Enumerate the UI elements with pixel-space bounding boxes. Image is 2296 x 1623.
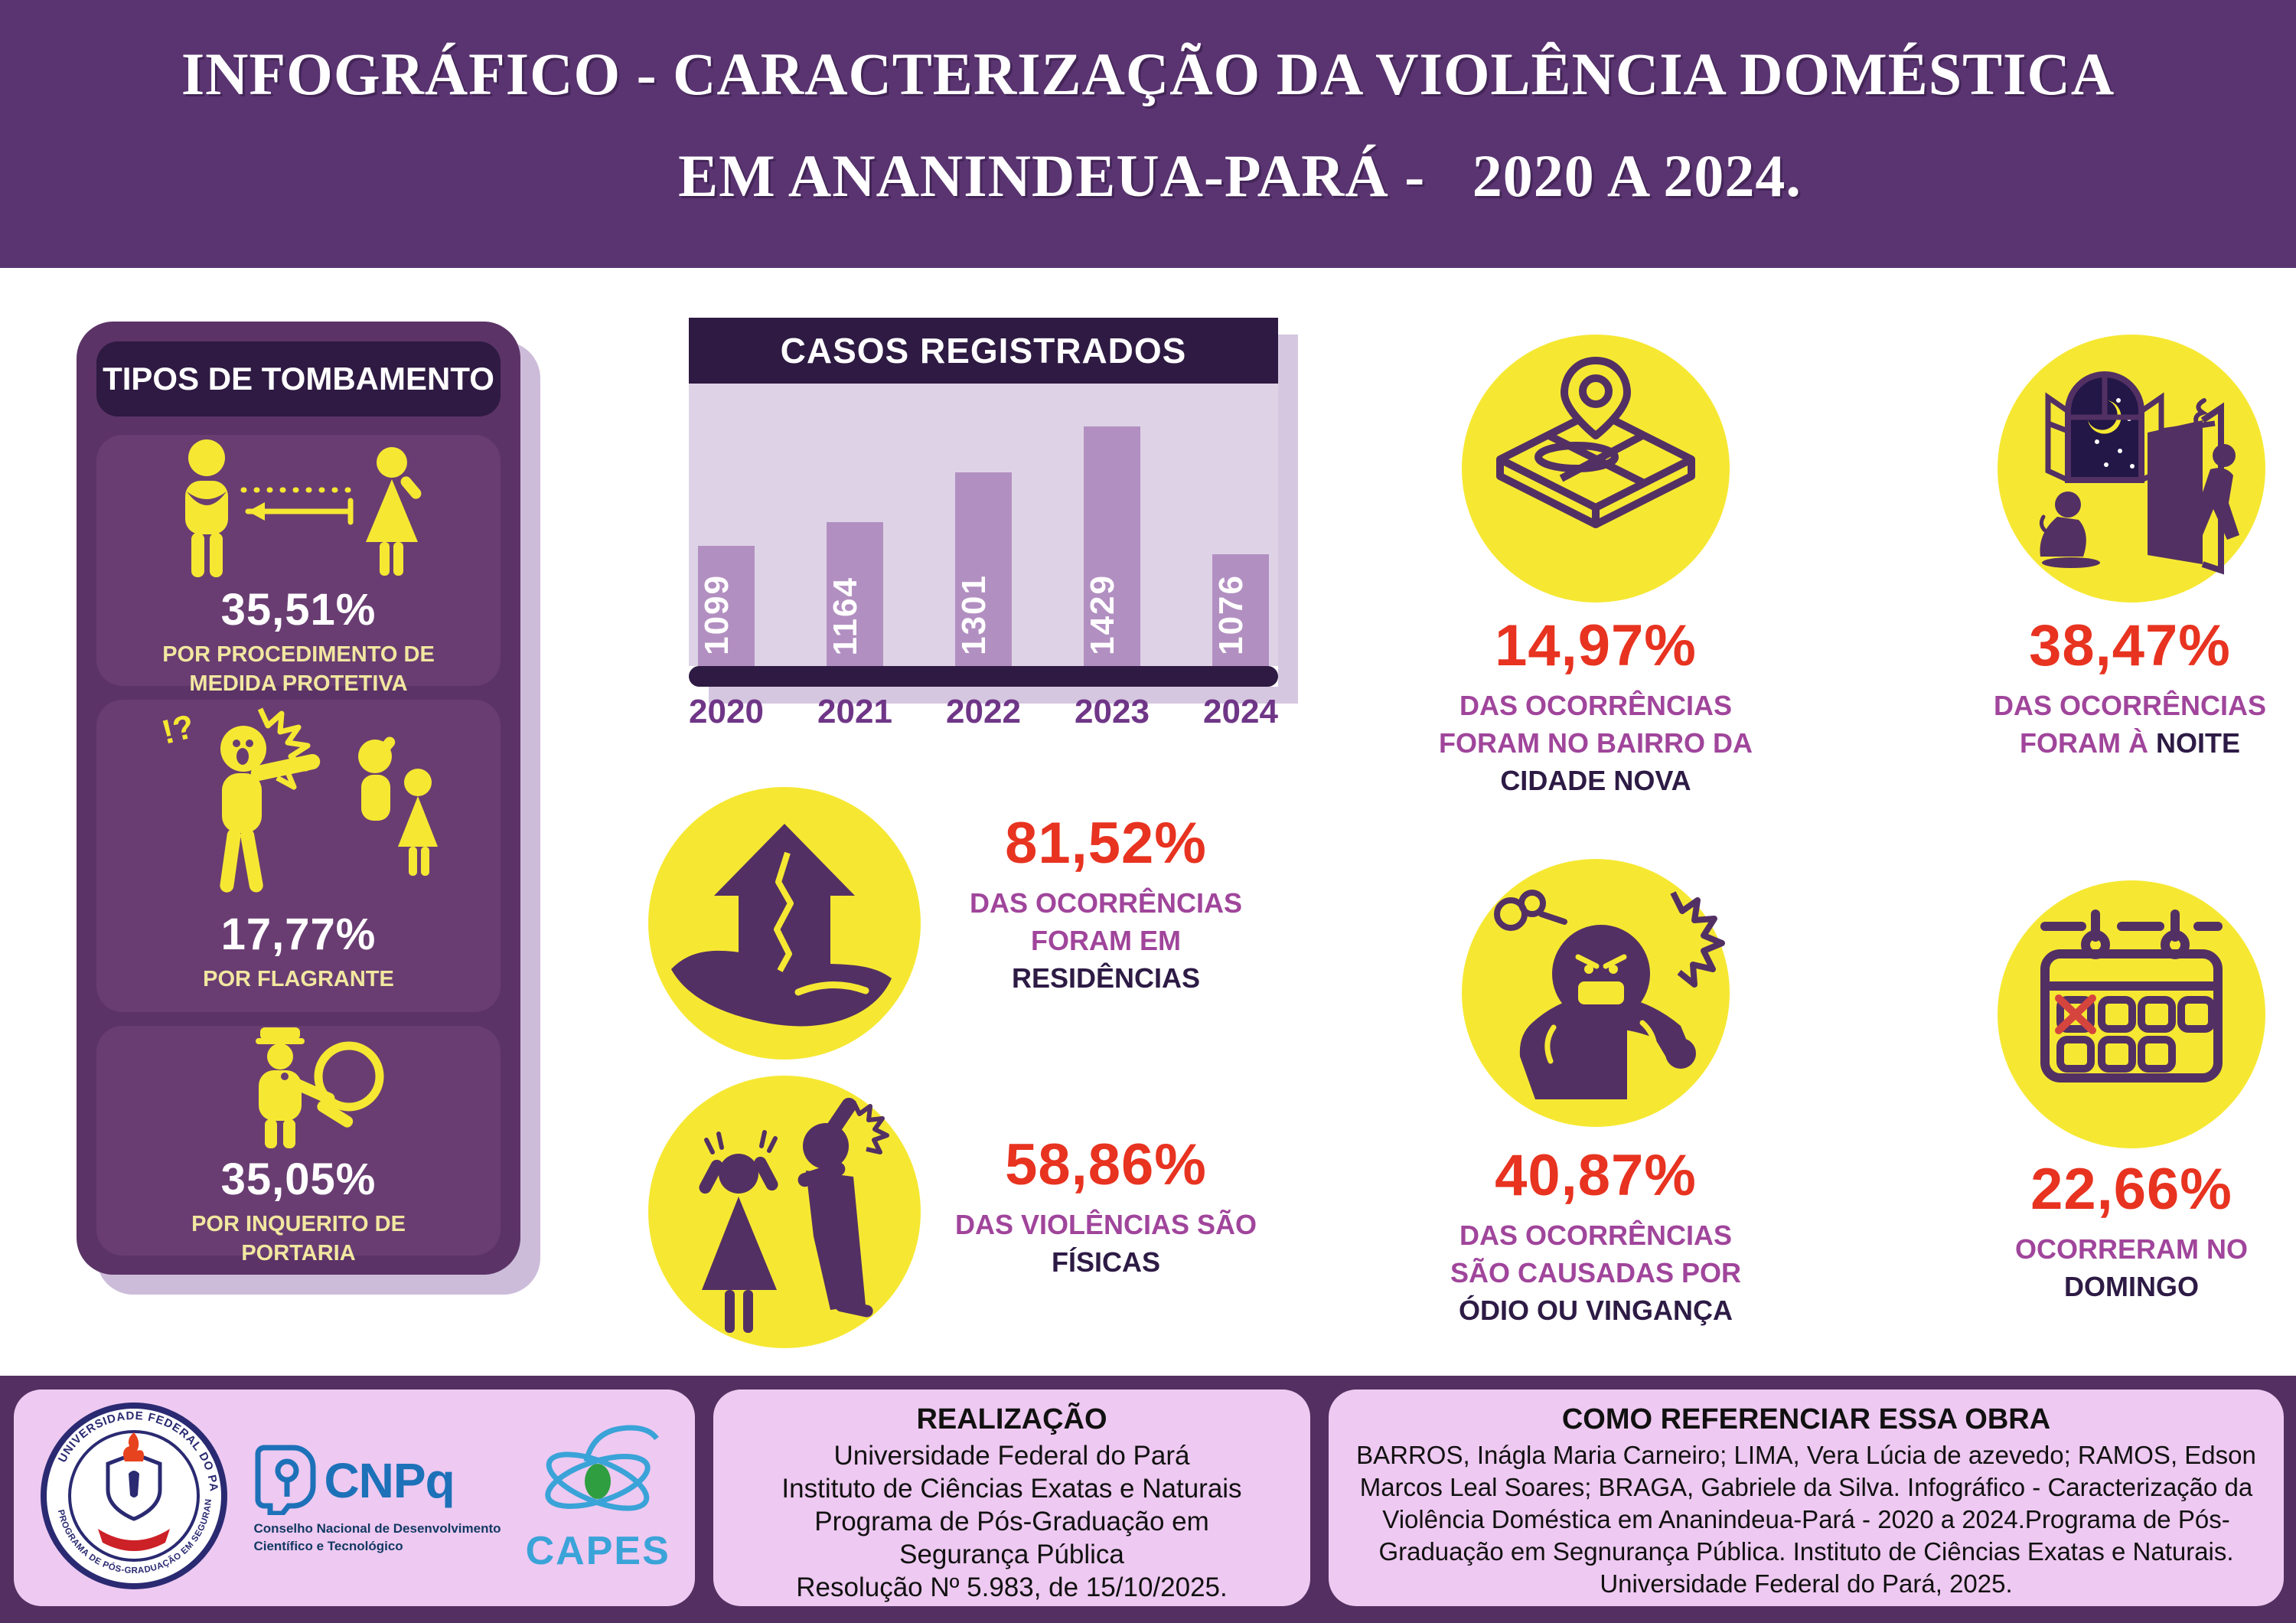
chart-bar-value-label: 1099 bbox=[698, 574, 735, 655]
capes-wordmark: CAPES bbox=[525, 1529, 670, 1573]
chart-year-label: 2021 bbox=[817, 693, 892, 730]
chart-bar-value-label: 1429 bbox=[1084, 574, 1121, 655]
calendar-x-icon bbox=[1998, 880, 2265, 1148]
chart-bar-2023: 1429 bbox=[1084, 426, 1140, 666]
stat-label-flagrante: POR FLAGRANTE bbox=[203, 967, 394, 991]
title-banner: INFOGRÁFICO - CARACTERIZAÇÃO DA VIOLÊNCI… bbox=[0, 0, 2296, 268]
ufpa-seal-icon: UNIVERSIDADE FEDERAL DO PARÁ PROGRAMA DE… bbox=[34, 1390, 230, 1595]
stat-label-medida-protetiva: POR PROCEDIMENTO DE MEDIDA PROTETIVA bbox=[162, 642, 435, 696]
chart-x-axis bbox=[689, 666, 1278, 687]
footer-logos-panel: UNIVERSIDADE FEDERAL DO PARÁ PROGRAMA DE… bbox=[14, 1390, 695, 1606]
sidebar-header: TIPOS DE TOMBAMENTO bbox=[96, 341, 501, 416]
stat-block-neighborhood: 14,97% DAS OCORRÊNCIAS FORAM NO BAIRRO DA… bbox=[1412, 612, 1779, 799]
house-in-hand-icon bbox=[648, 787, 921, 1060]
police-inquiry-magnifier-icon bbox=[168, 1026, 429, 1154]
realizacao-heading: REALIZAÇÃO bbox=[916, 1403, 1107, 1435]
stat-value-sunday: 22,66% bbox=[2030, 1157, 2232, 1222]
stat-block-night: 38,47% DAS OCORRÊNCIAS FORAM À NOITE bbox=[1950, 612, 2296, 762]
capes-logo: CAPES bbox=[525, 1422, 670, 1574]
chart-year-label: 2022 bbox=[946, 693, 1021, 730]
stat-label-line: FORAM EM bbox=[1031, 925, 1181, 956]
footer-band: UNIVERSIDADE FEDERAL DO PARÁ PROGRAMA DE… bbox=[0, 1376, 2296, 1623]
stat-label-line: SÃO CAUSADAS POR bbox=[1450, 1257, 1742, 1288]
chart-bar-2024: 1076 bbox=[1212, 554, 1269, 666]
chart-bar-2021: 1164 bbox=[827, 522, 883, 666]
stat-label-line: DOMINGO bbox=[2064, 1271, 2199, 1302]
chart-year-label: 2024 bbox=[1203, 693, 1278, 730]
reference-heading: COMO REFERENCIAR ESSA OBRA bbox=[1561, 1403, 2051, 1435]
svg-text:!?: !? bbox=[158, 707, 198, 752]
stat-label-line: FORAM À NOITE bbox=[2020, 727, 2240, 759]
stat-value-inquerito: 35,05% bbox=[220, 1154, 377, 1204]
chart-title: CASOS REGISTRADOS bbox=[689, 318, 1278, 384]
sidebar-tipos-de-tombamento: TIPOS DE TOMBAMENTO bbox=[77, 322, 520, 1275]
reference-body: BARROS, Inágla Maria Carneiro; LIMA, Ver… bbox=[1356, 1441, 2256, 1598]
stat-label-line: OCORRERAM NO bbox=[2015, 1233, 2248, 1265]
sidebar-card-flagrante: !? bbox=[96, 700, 501, 1012]
stat-label-line: ÓDIO OU VINGANÇA bbox=[1458, 1295, 1733, 1326]
cnpq-subtitle-line1: Conselho Nacional de Desenvolvimento bbox=[253, 1521, 501, 1536]
chart-bar-2020: 1099 bbox=[698, 546, 755, 666]
footer-text-line: Instituto de Ciências Exatas e Naturais bbox=[781, 1474, 1242, 1504]
page-title-line1: INFOGRÁFICO - CARACTERIZAÇÃO DA VIOLÊNCI… bbox=[181, 41, 2115, 107]
stat-label-line: DAS OCORRÊNCIAS bbox=[1993, 690, 2267, 721]
chart-year-label: 2023 bbox=[1075, 693, 1150, 730]
stat-label-line: FORAM NO BAIRRO DA bbox=[1439, 727, 1753, 759]
stat-label-line: DAS OCORRÊNCIAS bbox=[969, 887, 1243, 919]
chart-plot-area: 1099 1164 1301 1429 1076 bbox=[689, 384, 1278, 666]
stat-value-physical: 58,86% bbox=[1005, 1132, 1207, 1197]
chart-bar-value-label: 1076 bbox=[1212, 574, 1250, 655]
footer-reference-panel: COMO REFERENCIAR ESSA OBRA BARROS, Inágl… bbox=[1329, 1390, 2284, 1606]
bar-chart-casos-registrados: CASOS REGISTRADOS 1099 1164 1301 1429 1076 bbox=[689, 318, 1278, 687]
cnpq-subtitle-line2: Científico e Tecnológico bbox=[253, 1539, 403, 1553]
angry-person-icon bbox=[1462, 859, 1730, 1127]
stat-value-flagrante: 17,77% bbox=[220, 909, 377, 959]
footer-realizacao-panel: REALIZAÇÃO Universidade Federal do Pará I… bbox=[713, 1390, 1310, 1606]
chart-year-label: 2020 bbox=[689, 693, 764, 730]
cnpq-head-icon bbox=[253, 1442, 319, 1519]
flagrante-pointing-icon: !? bbox=[145, 700, 452, 909]
footer-text-line: Resolução Nº 5.983, de 15/10/2025. bbox=[796, 1572, 1228, 1602]
stat-block-physical: 58,86% DAS VIOLÊNCIAS SÃO FÍSICAS bbox=[915, 1132, 1297, 1281]
stat-block-sunday: 22,66% OCORRERAM NO DOMINGO bbox=[1955, 1156, 2296, 1305]
sidebar-card-inquerito: 35,05% POR INQUERITO DE PORTARIA bbox=[96, 1026, 501, 1265]
stat-value-neighborhood: 14,97% bbox=[1495, 613, 1697, 678]
stat-label-line: RESIDÊNCIAS bbox=[1011, 962, 1201, 994]
stat-label-line: DAS OCORRÊNCIAS bbox=[1459, 690, 1733, 721]
physical-violence-icon bbox=[648, 1076, 921, 1348]
stat-value-residences: 81,52% bbox=[1005, 811, 1207, 876]
footer-text-line: Universidade Federal do Pará bbox=[833, 1441, 1190, 1471]
stat-label-line: DAS VIOLÊNCIAS SÃO bbox=[954, 1209, 1257, 1240]
stat-label-line: CIDADE NOVA bbox=[1500, 765, 1691, 796]
footer-text-line: Segurança Pública bbox=[899, 1540, 1124, 1569]
footer-text-line: Programa de Pós-Graduação em bbox=[814, 1507, 1209, 1536]
night-window-door-icon bbox=[1998, 335, 2265, 603]
cnpq-wordmark: CNPq bbox=[324, 1452, 455, 1508]
stat-label-line: DAS OCORRÊNCIAS bbox=[1459, 1220, 1733, 1251]
chart-bar-2022: 1301 bbox=[955, 472, 1012, 666]
cnpq-logo: CNPq Conselho Nacional de Desenvolviment… bbox=[253, 1442, 501, 1554]
protective-measure-distance-icon bbox=[153, 435, 444, 584]
page-title-line2: EM ANANINDEUA-PARÁ - 2020 A 2024. bbox=[678, 142, 1802, 209]
stat-value-medida-protetiva: 35,51% bbox=[220, 585, 377, 635]
stat-block-hate: 40,87% DAS OCORRÊNCIAS SÃO CAUSADAS POR ÓD… bbox=[1404, 1142, 1787, 1329]
stat-block-residences: 81,52% DAS OCORRÊNCIAS FORAM EM RESIDÊNCIA… bbox=[915, 810, 1297, 997]
stat-label-inquerito: POR INQUERITO DE PORTARIA bbox=[191, 1212, 406, 1265]
sidebar-card-medida-protetiva: 35,51% POR PROCEDIMENTO DE MEDIDA PROTET… bbox=[96, 435, 501, 696]
chart-year-labels: 2020 2021 2022 2023 2024 bbox=[689, 693, 1278, 739]
capes-swirl-icon bbox=[525, 1422, 670, 1533]
realizacao-lines: Universidade Federal do Pará Instituto de… bbox=[713, 1439, 1310, 1604]
chart-bar-value-label: 1301 bbox=[955, 574, 993, 655]
map-pin-icon bbox=[1462, 335, 1730, 603]
stat-label-line: FÍSICAS bbox=[1051, 1246, 1160, 1278]
stat-value-hate: 40,87% bbox=[1495, 1143, 1697, 1208]
stat-value-night: 38,47% bbox=[2029, 613, 2231, 678]
chart-bar-value-label: 1164 bbox=[827, 576, 864, 655]
